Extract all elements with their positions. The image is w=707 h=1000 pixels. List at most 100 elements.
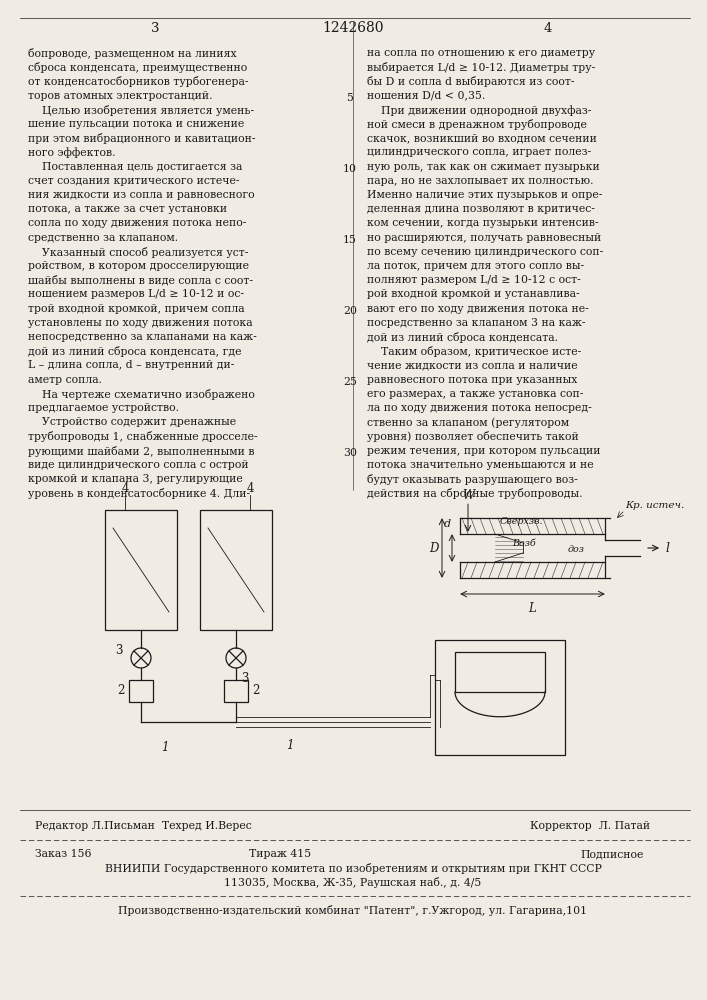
Text: непосредственно за клапанами на каж-: непосредственно за клапанами на каж- bbox=[28, 332, 257, 342]
Text: скачок, возникший во входном сечении: скачок, возникший во входном сечении bbox=[367, 133, 597, 143]
Text: Поставленная цель достигается за: Поставленная цель достигается за bbox=[28, 162, 243, 172]
Text: шение пульсации потока и снижение: шение пульсации потока и снижение bbox=[28, 119, 244, 129]
Text: режим течения, при котором пульсации: режим течения, при котором пульсации bbox=[367, 446, 600, 456]
Text: 1: 1 bbox=[161, 741, 169, 754]
Text: ния жидкости из сопла и равновесного: ния жидкости из сопла и равновесного bbox=[28, 190, 255, 200]
Text: Возб: Возб bbox=[512, 540, 536, 548]
Text: 20: 20 bbox=[343, 306, 357, 316]
Text: виде цилиндрического сопла с острой: виде цилиндрического сопла с острой bbox=[28, 460, 249, 470]
Text: ношения D/d < 0,35.: ношения D/d < 0,35. bbox=[367, 91, 485, 101]
Bar bbox=[455, 652, 545, 692]
Text: Указанный способ реализуется уст-: Указанный способ реализуется уст- bbox=[28, 247, 248, 258]
Text: полняют размером L/d ≥ 10-12 с ост-: полняют размером L/d ≥ 10-12 с ост- bbox=[367, 275, 580, 285]
Text: деленная длина позволяют в критичес-: деленная длина позволяют в критичес- bbox=[367, 204, 595, 214]
Text: по всему сечению цилиндрического соп-: по всему сечению цилиндрического соп- bbox=[367, 247, 603, 257]
Bar bbox=[224, 680, 248, 702]
Text: Подписное: Подписное bbox=[580, 849, 643, 859]
Bar bbox=[129, 680, 153, 702]
Text: D: D bbox=[429, 542, 438, 554]
Text: но расширяются, получать равновесный: но расширяются, получать равновесный bbox=[367, 233, 601, 243]
Text: 2: 2 bbox=[252, 684, 259, 698]
Text: 3: 3 bbox=[151, 21, 159, 34]
Text: ного эффектов.: ного эффектов. bbox=[28, 147, 115, 158]
Text: его размерах, а также установка соп-: его размерах, а также установка соп- bbox=[367, 389, 583, 399]
Text: Тираж 415: Тираж 415 bbox=[249, 849, 311, 859]
Bar bbox=[105, 510, 177, 630]
Text: 113035, Москва, Ж-35, Раушская наб., д. 4/5: 113035, Москва, Ж-35, Раушская наб., д. … bbox=[224, 876, 481, 888]
Text: средственно за клапаном.: средственно за клапаном. bbox=[28, 233, 178, 243]
Text: чение жидкости из сопла и наличие: чение жидкости из сопла и наличие bbox=[367, 360, 578, 370]
Text: Редактор Л.Письман  Техред И.Верес: Редактор Л.Письман Техред И.Верес bbox=[35, 821, 252, 831]
Text: равновесного потока при указанных: равновесного потока при указанных bbox=[367, 375, 578, 385]
Text: ла по ходу движения потока непосред-: ла по ходу движения потока непосред- bbox=[367, 403, 592, 413]
Text: счет создания критического истече-: счет создания критического истече- bbox=[28, 176, 240, 186]
Text: Целью изобретения является умень-: Целью изобретения является умень- bbox=[28, 105, 254, 116]
Text: 2: 2 bbox=[117, 684, 124, 698]
Text: посредственно за клапаном 3 на каж-: посредственно за клапаном 3 на каж- bbox=[367, 318, 585, 328]
Text: L – длина сопла, d – внутренний ди-: L – длина сопла, d – внутренний ди- bbox=[28, 360, 235, 370]
Text: l: l bbox=[665, 542, 669, 556]
Text: сопла по ходу движения потока непо-: сопла по ходу движения потока непо- bbox=[28, 218, 246, 228]
Text: Заказ 156: Заказ 156 bbox=[35, 849, 91, 859]
Bar bbox=[200, 510, 272, 630]
Text: 5: 5 bbox=[346, 93, 354, 103]
Text: пара, но не захлопывает их полностью.: пара, но не захлопывает их полностью. bbox=[367, 176, 593, 186]
Text: Корректор  Л. Патай: Корректор Л. Патай bbox=[530, 821, 650, 831]
Text: 10: 10 bbox=[343, 164, 357, 174]
Text: На чертеже схематично изображено: На чертеже схематично изображено bbox=[28, 389, 255, 400]
Text: Кр. истеч.: Кр. истеч. bbox=[625, 502, 684, 510]
Text: шайбы выполнены в виде сопла с соот-: шайбы выполнены в виде сопла с соот- bbox=[28, 275, 253, 286]
Text: 1: 1 bbox=[286, 739, 293, 752]
Text: L: L bbox=[529, 602, 537, 615]
Text: 4: 4 bbox=[246, 482, 254, 494]
Text: дой из линий сброса конденсата, где: дой из линий сброса конденсата, где bbox=[28, 346, 242, 357]
Text: 4: 4 bbox=[121, 482, 129, 494]
Text: сброса конденсата, преимущественно: сброса конденсата, преимущественно bbox=[28, 62, 247, 73]
Text: доз: доз bbox=[568, 546, 585, 554]
Text: на сопла по отношению к его диаметру: на сопла по отношению к его диаметру bbox=[367, 48, 595, 58]
Text: цилиндрического сопла, играет полез-: цилиндрического сопла, играет полез- bbox=[367, 147, 591, 157]
Text: установлены по ходу движения потока: установлены по ходу движения потока bbox=[28, 318, 252, 328]
Text: 3: 3 bbox=[241, 672, 248, 684]
Text: ВНИИПИ Государственного комитета по изобретениям и открытиям при ГКНТ СССР: ВНИИПИ Государственного комитета по изоб… bbox=[105, 862, 602, 874]
Text: действия на сбросные трубопроводы.: действия на сбросные трубопроводы. bbox=[367, 488, 583, 499]
Text: предлагаемое устройство.: предлагаемое устройство. bbox=[28, 403, 179, 413]
Text: 1242680: 1242680 bbox=[322, 21, 384, 35]
Text: рующими шайбами 2, выполненными в: рующими шайбами 2, выполненными в bbox=[28, 446, 255, 457]
Text: Таким образом, критическое исте-: Таким образом, критическое исте- bbox=[367, 346, 581, 357]
Text: Именно наличие этих пузырьков и опре-: Именно наличие этих пузырьков и опре- bbox=[367, 190, 602, 200]
Text: кромкой и клапана 3, регулирующие: кромкой и клапана 3, регулирующие bbox=[28, 474, 243, 484]
Text: рой входной кромкой и устанавлива-: рой входной кромкой и устанавлива- bbox=[367, 289, 580, 299]
Text: уровень в конденсатосборнике 4. Дли-: уровень в конденсатосборнике 4. Дли- bbox=[28, 488, 250, 499]
Text: ной смеси в дренажном трубопроводе: ной смеси в дренажном трубопроводе bbox=[367, 119, 587, 130]
Text: W: W bbox=[462, 489, 474, 502]
Text: от конденсатосборников турбогенера-: от конденсатосборников турбогенера- bbox=[28, 76, 248, 87]
Text: ком сечении, когда пузырьки интенсив-: ком сечении, когда пузырьки интенсив- bbox=[367, 218, 599, 228]
Text: При движении однородной двухфаз-: При движении однородной двухфаз- bbox=[367, 105, 591, 116]
Text: Производственно-издательский комбинат "Патент", г.Ужгород, ул. Гагарина,101: Производственно-издательский комбинат "П… bbox=[119, 904, 588, 916]
Text: 30: 30 bbox=[343, 448, 357, 458]
Text: трой входной кромкой, причем сопла: трой входной кромкой, причем сопла bbox=[28, 304, 245, 314]
Text: ственно за клапаном (регулятором: ственно за клапаном (регулятором bbox=[367, 417, 569, 428]
Text: ношением размеров L/d ≥ 10-12 и ос-: ношением размеров L/d ≥ 10-12 и ос- bbox=[28, 289, 244, 299]
Text: вают его по ходу движения потока не-: вают его по ходу движения потока не- bbox=[367, 304, 589, 314]
Text: торов атомных электростанций.: торов атомных электростанций. bbox=[28, 91, 213, 101]
Text: Устройство содержит дренажные: Устройство содержит дренажные bbox=[28, 417, 236, 427]
Text: потока, а также за счет установки: потока, а также за счет установки bbox=[28, 204, 227, 214]
Text: Сверхзв.: Сверхзв. bbox=[500, 517, 544, 526]
Text: 4: 4 bbox=[544, 21, 552, 34]
Text: ную роль, так как он сжимает пузырьки: ную роль, так как он сжимает пузырьки bbox=[367, 162, 600, 172]
Text: 15: 15 bbox=[343, 235, 357, 245]
Text: потока значительно уменьшаются и не: потока значительно уменьшаются и не bbox=[367, 460, 594, 470]
Text: трубопроводы 1, снабженные дросселе-: трубопроводы 1, снабженные дросселе- bbox=[28, 431, 257, 442]
Bar bbox=[435, 640, 565, 755]
Text: аметр сопла.: аметр сопла. bbox=[28, 375, 102, 385]
Text: будут оказывать разрушающего воз-: будут оказывать разрушающего воз- bbox=[367, 474, 578, 485]
Text: ла поток, причем для этого сопло вы-: ла поток, причем для этого сопло вы- bbox=[367, 261, 584, 271]
Text: бопроводе, размещенном на линиях: бопроводе, размещенном на линиях bbox=[28, 48, 237, 59]
Text: уровня) позволяет обеспечить такой: уровня) позволяет обеспечить такой bbox=[367, 431, 579, 442]
Text: дой из линий сброса конденсата.: дой из линий сброса конденсата. bbox=[367, 332, 558, 343]
Text: при этом вибрационного и кавитацион-: при этом вибрационного и кавитацион- bbox=[28, 133, 255, 144]
Text: 3: 3 bbox=[115, 644, 123, 656]
Text: ройством, в котором дросселирующие: ройством, в котором дросселирующие bbox=[28, 261, 249, 271]
